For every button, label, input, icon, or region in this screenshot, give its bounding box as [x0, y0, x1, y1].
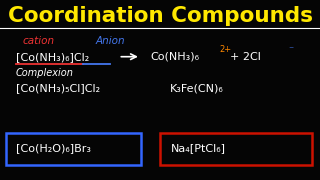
Text: Coordination Compounds: Coordination Compounds — [7, 6, 313, 26]
Text: K₃Fe(CN)₆: K₃Fe(CN)₆ — [170, 83, 223, 93]
Text: 2+: 2+ — [219, 45, 231, 54]
Text: ⁻: ⁻ — [288, 45, 293, 55]
Text: Anion: Anion — [96, 35, 126, 46]
Text: [Co(NH₃)₆]Cl₂: [Co(NH₃)₆]Cl₂ — [16, 52, 89, 62]
Text: [Co(H₂O)₆]Br₃: [Co(H₂O)₆]Br₃ — [16, 143, 91, 154]
Text: [Co(NH₃)₅Cl]Cl₂: [Co(NH₃)₅Cl]Cl₂ — [16, 83, 100, 93]
Text: Complexion: Complexion — [16, 68, 74, 78]
Text: Co(NH₃)₆: Co(NH₃)₆ — [150, 52, 199, 62]
Text: Na₄[PtCl₆]: Na₄[PtCl₆] — [171, 143, 226, 154]
Text: cation: cation — [22, 35, 54, 46]
Text: + 2Cl: + 2Cl — [230, 52, 261, 62]
